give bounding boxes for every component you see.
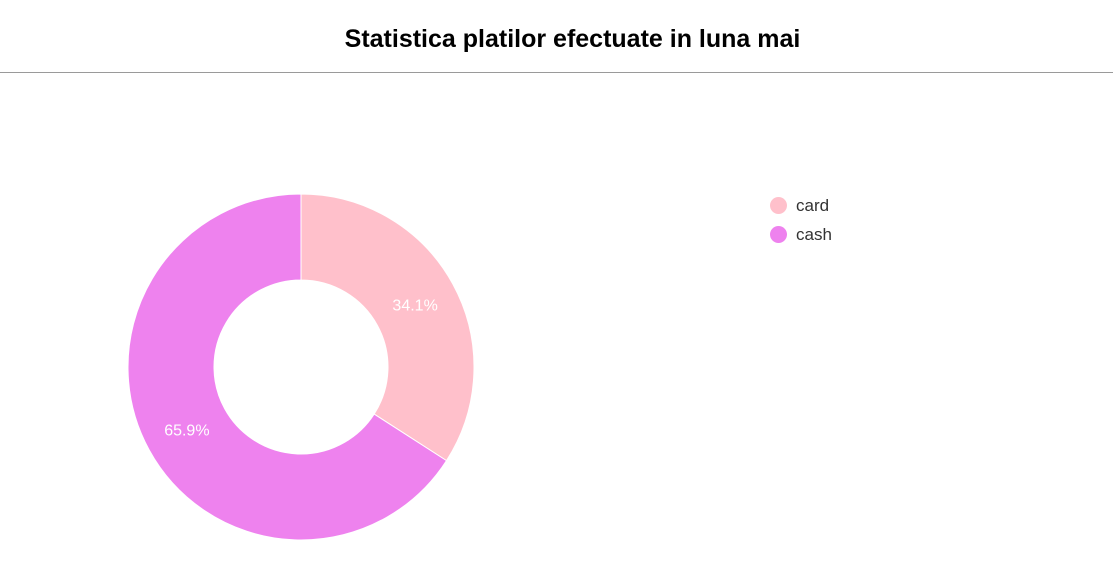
chart-legend: card cash bbox=[770, 191, 832, 249]
donut-slice-card[interactable] bbox=[300, 193, 475, 462]
page-header: Statistica platilor efectuate in luna ma… bbox=[0, 0, 1113, 73]
legend-item-card[interactable]: card bbox=[770, 191, 832, 220]
donut-slice-cash[interactable] bbox=[127, 193, 448, 541]
slice-label-card: 34.1% bbox=[392, 298, 437, 315]
donut-chart: 34.1% 65.9% bbox=[127, 193, 475, 541]
legend-label-cash: cash bbox=[796, 224, 832, 244]
legend-swatch-cash bbox=[770, 226, 787, 243]
page-title: Statistica platilor efectuate in luna ma… bbox=[344, 25, 801, 53]
legend-swatch-card bbox=[770, 197, 787, 214]
legend-label-card: card bbox=[796, 195, 830, 215]
slice-label-cash: 65.9% bbox=[164, 422, 209, 439]
chart-area: 34.1% 65.9% card cash bbox=[0, 74, 1113, 577]
legend-item-cash[interactable]: cash bbox=[770, 220, 832, 249]
